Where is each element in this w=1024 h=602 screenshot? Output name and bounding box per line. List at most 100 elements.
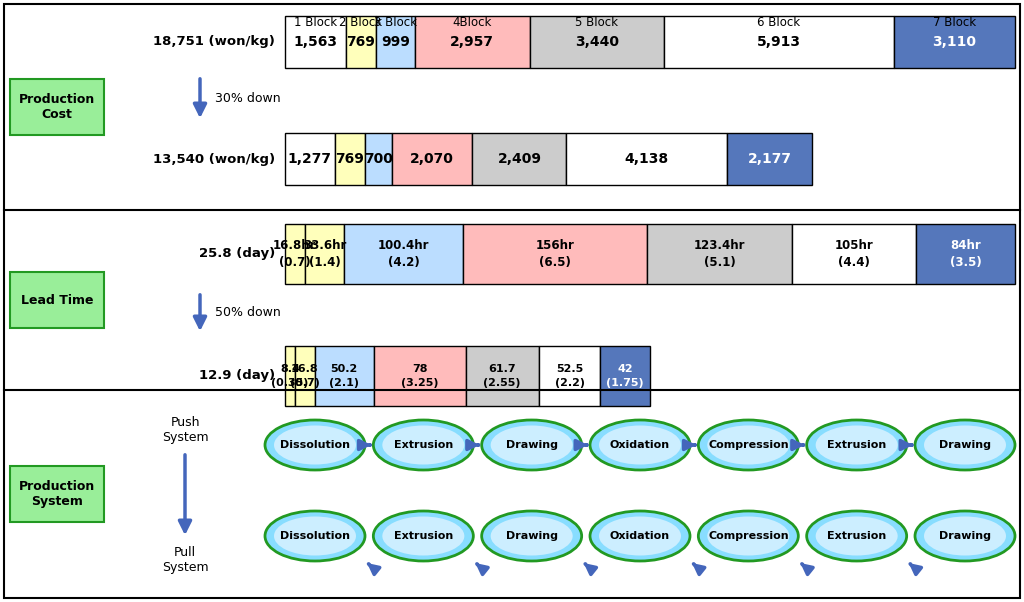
Text: 7 Block: 7 Block [933, 16, 976, 28]
Text: Compression: Compression [708, 440, 788, 450]
Text: 769: 769 [346, 35, 375, 49]
Text: 84hr
(3.5): 84hr (3.5) [949, 239, 981, 269]
Text: 100.4hr
(4.2): 100.4hr (4.2) [378, 239, 429, 269]
Text: Extrusion: Extrusion [393, 531, 453, 541]
Text: 78
(3.25): 78 (3.25) [401, 364, 438, 388]
Text: 8.4
(0.35): 8.4 (0.35) [271, 364, 308, 388]
Bar [916, 224, 1015, 284]
Text: 33.6hr
(1.4): 33.6hr (1.4) [303, 239, 346, 269]
Ellipse shape [924, 517, 1006, 556]
Text: 2,409: 2,409 [498, 152, 542, 166]
Bar [285, 346, 295, 406]
Text: 18,751 (won/kg): 18,751 (won/kg) [154, 36, 275, 49]
Bar [295, 346, 314, 406]
Ellipse shape [374, 511, 473, 561]
Text: Drawing: Drawing [506, 440, 558, 450]
Ellipse shape [374, 420, 473, 470]
Text: Extrusion: Extrusion [827, 531, 887, 541]
Text: 30% down: 30% down [215, 92, 281, 105]
Ellipse shape [590, 511, 690, 561]
Text: 1,277: 1,277 [288, 152, 332, 166]
Ellipse shape [807, 511, 906, 561]
Bar [285, 224, 305, 284]
Text: 3,110: 3,110 [933, 35, 977, 49]
Bar [539, 346, 600, 406]
Ellipse shape [924, 426, 1006, 465]
Ellipse shape [265, 511, 365, 561]
Text: 3 Block: 3 Block [374, 16, 417, 28]
Ellipse shape [599, 426, 681, 465]
Bar [415, 16, 529, 68]
Text: Drawing: Drawing [939, 440, 991, 450]
Text: 42
(1.75): 42 (1.75) [606, 364, 644, 388]
Text: 2,177: 2,177 [748, 152, 792, 166]
Ellipse shape [599, 517, 681, 556]
Text: Lead Time: Lead Time [20, 294, 93, 306]
Ellipse shape [698, 420, 799, 470]
Text: 5 Block: 5 Block [575, 16, 618, 28]
FancyBboxPatch shape [10, 272, 104, 328]
Bar [727, 133, 812, 185]
Text: 50.2
(2.1): 50.2 (2.1) [330, 364, 359, 388]
Text: Production
Cost: Production Cost [18, 93, 95, 121]
Text: Compression: Compression [708, 531, 788, 541]
Ellipse shape [816, 426, 898, 465]
Ellipse shape [708, 517, 790, 556]
Bar [463, 224, 647, 284]
Ellipse shape [265, 420, 365, 470]
Ellipse shape [590, 420, 690, 470]
Text: Dissolution: Dissolution [280, 531, 350, 541]
Bar [346, 16, 376, 68]
Bar [600, 346, 650, 406]
Text: 1,563: 1,563 [294, 35, 338, 49]
Text: 5,913: 5,913 [757, 35, 801, 49]
Bar [793, 224, 916, 284]
Ellipse shape [490, 426, 572, 465]
Bar [285, 16, 346, 68]
Bar [566, 133, 727, 185]
Text: Pull
System: Pull System [162, 546, 208, 574]
Text: Production
System: Production System [18, 480, 95, 508]
Text: 16.8hr
(0.7): 16.8hr (0.7) [273, 239, 316, 269]
Text: 999: 999 [381, 35, 410, 49]
FancyBboxPatch shape [10, 79, 104, 135]
Text: Drawing: Drawing [506, 531, 558, 541]
Ellipse shape [490, 517, 572, 556]
Ellipse shape [807, 420, 906, 470]
Ellipse shape [915, 511, 1015, 561]
Ellipse shape [382, 426, 464, 465]
Text: 52.5
(2.2): 52.5 (2.2) [555, 364, 585, 388]
Text: 4,138: 4,138 [625, 152, 669, 166]
Bar [305, 224, 344, 284]
Bar [894, 16, 1015, 68]
Text: Drawing: Drawing [939, 531, 991, 541]
Text: Oxidation: Oxidation [610, 440, 670, 450]
Bar [392, 133, 472, 185]
Text: 2,957: 2,957 [451, 35, 495, 49]
Bar [647, 224, 793, 284]
Bar [285, 133, 335, 185]
Bar [376, 16, 415, 68]
Bar [344, 224, 463, 284]
Text: 769: 769 [335, 152, 365, 166]
Bar [314, 346, 374, 406]
Ellipse shape [481, 420, 582, 470]
FancyBboxPatch shape [10, 466, 104, 522]
Text: 1 Block: 1 Block [294, 16, 337, 28]
Text: 3,440: 3,440 [574, 35, 618, 49]
Ellipse shape [382, 517, 464, 556]
Text: 105hr
(4.4): 105hr (4.4) [835, 239, 873, 269]
Text: Dissolution: Dissolution [280, 440, 350, 450]
Bar [374, 346, 466, 406]
Text: 2,070: 2,070 [411, 152, 454, 166]
Bar [365, 133, 392, 185]
Text: 700: 700 [364, 152, 393, 166]
Text: Oxidation: Oxidation [610, 531, 670, 541]
Text: Push
System: Push System [162, 416, 208, 444]
Bar [529, 16, 664, 68]
Text: 50% down: 50% down [215, 306, 281, 320]
Ellipse shape [698, 511, 799, 561]
Text: Extrusion: Extrusion [393, 440, 453, 450]
Ellipse shape [816, 517, 898, 556]
Bar [664, 16, 894, 68]
